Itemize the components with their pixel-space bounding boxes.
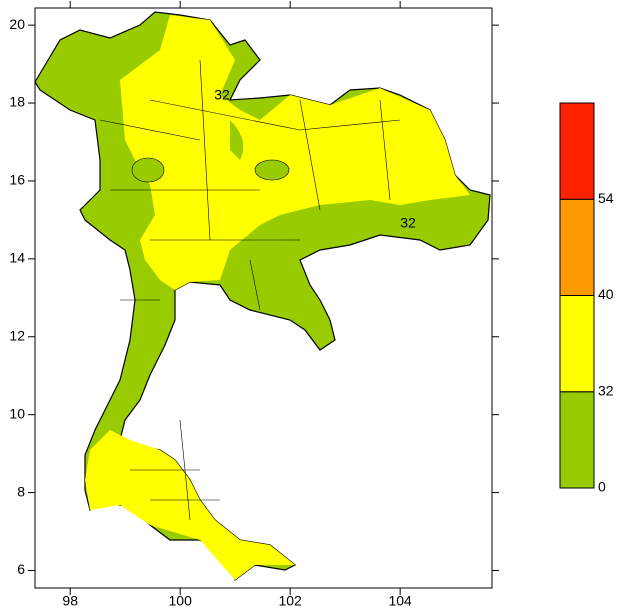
province-borders [99,59,401,521]
x-tick-label: 104 [388,593,412,609]
green-zone [131,157,165,183]
y-tick-label: 20 [9,16,25,32]
x-tick-label: 98 [62,593,78,609]
colorbar-segment [559,102,595,200]
map-frame [34,7,493,589]
x-tick-label: 100 [169,593,193,609]
y-tick-label: 8 [17,483,25,499]
contour-label: 32 [214,87,230,103]
colorbar-segment [559,391,595,489]
y-tick-label: 6 [17,561,25,577]
y-tick-label: 12 [9,327,25,343]
y-tick-label: 10 [9,405,25,421]
colorbar-segment [559,295,595,393]
x-tick-label: 102 [278,593,302,609]
colorbar-segment [559,198,595,296]
colorbar-label: 54 [598,190,614,206]
colorbar-label: 32 [598,382,614,398]
axes: 98 100 102 104 6 8 10 12 14 16 18 20 32 32 [9,1,499,609]
green-zone [230,120,244,160]
yellow-zone-north [120,15,470,290]
green-zone [254,159,290,181]
y-tick-label: 16 [9,172,25,188]
colorbar-label: 40 [598,286,614,302]
yellow-zone-south [85,430,295,580]
colorbar: 0 32 40 54 [559,102,614,495]
y-tick-label: 18 [9,94,25,110]
y-tick-label: 14 [9,250,25,266]
contour-label: 32 [400,215,416,231]
colorbar-label: 0 [598,479,606,495]
land [34,11,491,582]
